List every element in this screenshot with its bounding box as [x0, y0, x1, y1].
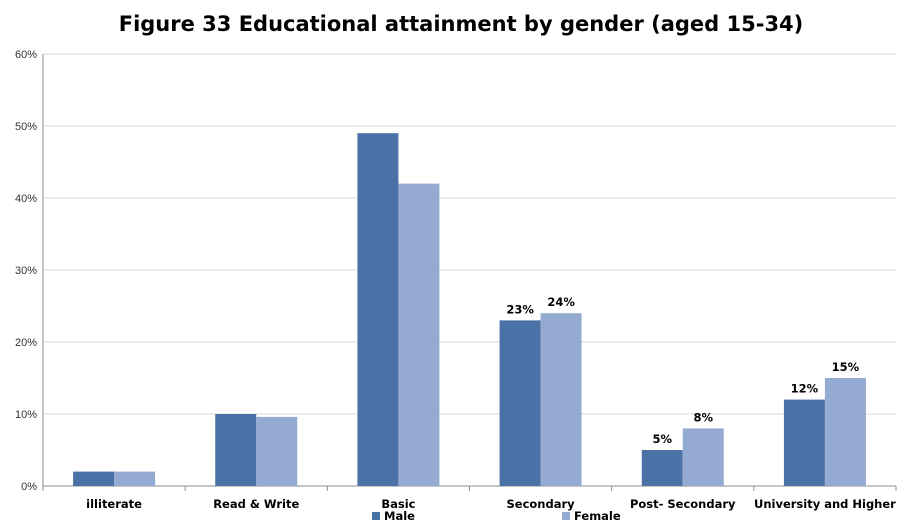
bars [73, 133, 866, 486]
y-tick-label: 60% [15, 49, 37, 61]
bar [357, 133, 399, 486]
data-label: 5% [652, 432, 672, 446]
legend-label: Male [384, 509, 415, 523]
bar [256, 416, 298, 486]
data-label: 24% [547, 295, 575, 309]
bar [215, 414, 257, 486]
data-label: 23% [506, 302, 534, 316]
bar [641, 450, 683, 486]
data-label: 12% [791, 382, 819, 396]
bar [114, 471, 156, 486]
y-tick-label: 0% [21, 481, 37, 493]
bar [499, 320, 541, 486]
chart-title: Figure 33 Educational attainment by gend… [118, 12, 804, 36]
legend: Male Female [372, 509, 621, 523]
x-category-label: University and Higher [754, 497, 896, 511]
axes [42, 54, 897, 491]
y-tick-label: 20% [15, 337, 37, 349]
data-label: 8% [693, 410, 713, 424]
x-category-label: Read & Write [213, 497, 299, 511]
y-tick-label: 30% [15, 265, 37, 277]
x-category-label: Post- Secondary [630, 497, 736, 511]
legend-swatch [562, 512, 570, 520]
bar [824, 378, 866, 486]
legend-swatch [372, 512, 380, 520]
x-category-label: Secondary [507, 497, 576, 511]
x-category-label: illiterate [86, 497, 142, 511]
y-tick-label: 10% [15, 409, 37, 421]
y-tick-label: 50% [15, 121, 37, 133]
legend-label: Female [574, 509, 621, 523]
bar [682, 428, 724, 486]
data-label: 15% [832, 360, 860, 374]
gridlines [43, 53, 896, 415]
labels: 0% 10% 20% 30% 40% 50% 60% illiterate Read & Wri… [15, 49, 896, 511]
bar [783, 399, 825, 486]
bar [73, 471, 115, 486]
bar [398, 183, 440, 486]
y-tick-label: 40% [15, 193, 37, 205]
bar [540, 313, 582, 486]
x-category-label: Basic [381, 497, 415, 511]
